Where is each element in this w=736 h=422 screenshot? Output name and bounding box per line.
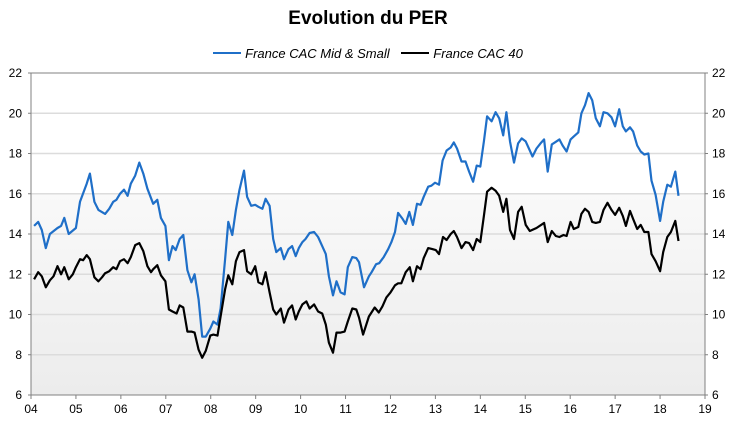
chart-title: Evolution du PER	[288, 8, 448, 29]
y-tick-label-left: 18	[9, 147, 23, 161]
x-tick-label: 17	[608, 402, 622, 416]
legend: France CAC Mid & Small France CAC 40	[0, 42, 736, 61]
y-tick-label-left: 16	[9, 187, 23, 201]
x-tick-label: 10	[294, 402, 308, 416]
x-tick-label: 11	[339, 402, 352, 416]
y-tick-label-right: 22	[712, 66, 726, 80]
y-tick-label-left: 8	[15, 348, 22, 362]
x-tick-label: 18	[653, 402, 667, 416]
x-tick-label: 07	[159, 402, 173, 416]
x-tick-label: 13	[429, 402, 443, 416]
y-tick-label-right: 10	[712, 308, 726, 322]
y-tick-label-right: 20	[712, 106, 726, 120]
plot-background-band	[31, 193, 705, 395]
x-tick-label: 06	[114, 402, 128, 416]
x-tick-label: 14	[474, 402, 488, 416]
x-tick-label: 05	[69, 402, 83, 416]
y-tick-label-left: 12	[9, 267, 23, 281]
x-tick-label: 16	[564, 402, 578, 416]
legend-swatch-mid-small	[213, 52, 242, 54]
y-tick-label-left: 20	[9, 106, 23, 120]
y-tick-label-left: 6	[15, 388, 22, 402]
y-tick-label-right: 18	[712, 147, 726, 161]
series-line-cac-40	[33, 186, 680, 359]
x-tick-label: 12	[384, 402, 398, 416]
y-tick-label-right: 14	[712, 227, 726, 241]
x-tick-label: 15	[519, 402, 533, 416]
x-tick-label: 09	[249, 402, 263, 416]
legend-item-cac40: France CAC 40	[401, 46, 523, 61]
legend-swatch-cac40	[401, 52, 430, 54]
x-tick-label: 04	[24, 402, 38, 416]
series-line-cac-mid-small	[33, 92, 680, 338]
y-tick-label-left: 14	[9, 227, 23, 241]
x-tick-label: 19	[698, 402, 712, 416]
y-tick-label-right: 12	[712, 267, 726, 281]
y-tick-label-right: 8	[712, 348, 719, 362]
x-tick-label: 08	[204, 402, 218, 416]
y-tick-label-left: 22	[9, 66, 23, 80]
legend-label-mid-small: France CAC Mid & Small	[245, 45, 390, 61]
y-tick-label-right: 16	[712, 187, 726, 201]
legend-item-mid-small: France CAC Mid & Small	[213, 45, 390, 61]
y-tick-label-right: 6	[712, 388, 719, 402]
legend-label-cac40: France CAC 40	[433, 45, 523, 61]
y-tick-label-left: 10	[9, 308, 23, 322]
